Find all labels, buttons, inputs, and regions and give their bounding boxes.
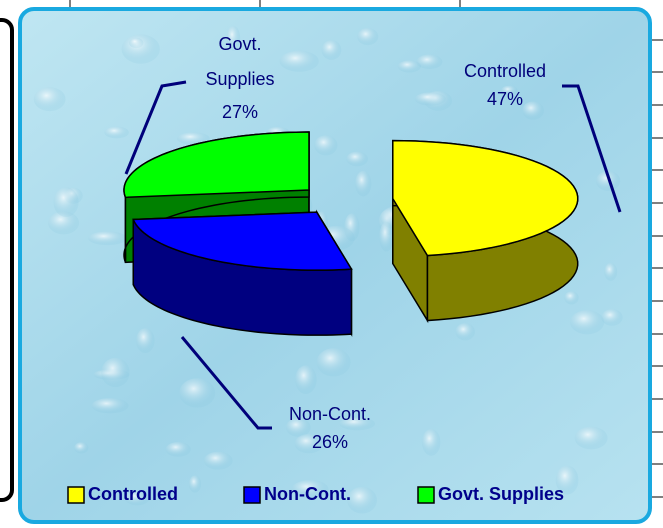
- drop: [33, 87, 66, 112]
- drop: [53, 187, 79, 218]
- slice-top: [123, 131, 310, 199]
- legend-entry: Controlled: [88, 484, 178, 504]
- drop: [346, 151, 368, 167]
- drop: [601, 309, 623, 326]
- plot-area: Controlled 47% Non-Cont. 26% Govt. Supplies 27…: [67, 34, 622, 504]
- drop: [414, 92, 446, 106]
- pie-slice: [132, 209, 353, 337]
- drop: [421, 429, 441, 456]
- drop: [124, 490, 150, 506]
- drop: [355, 170, 372, 197]
- drop: [604, 263, 618, 281]
- drop: [165, 442, 191, 457]
- drop: [279, 50, 319, 72]
- drop: [455, 323, 475, 341]
- slice-top: [132, 211, 353, 271]
- drop: [129, 37, 144, 49]
- legend-swatch: [417, 486, 435, 504]
- drop: [203, 451, 233, 470]
- data-label: Govt. Supplies: [205, 34, 274, 89]
- drop: [285, 418, 311, 437]
- legend-swatch: [67, 486, 85, 504]
- drop: [574, 426, 608, 450]
- drop: [321, 40, 342, 60]
- drop: [570, 310, 605, 335]
- slice-top: [392, 139, 579, 257]
- drop: [74, 442, 89, 454]
- drop: [522, 101, 544, 120]
- legend-entry: Govt. Supplies: [438, 484, 564, 504]
- drop: [316, 348, 351, 377]
- leader-line: [562, 84, 622, 213]
- leader-line: [180, 336, 272, 430]
- pie-slice: [392, 139, 579, 324]
- drop: [177, 132, 210, 145]
- side-frame: [0, 18, 14, 502]
- drop: [101, 357, 130, 388]
- drop: [179, 378, 216, 408]
- drop: [226, 25, 241, 51]
- drop: [379, 221, 394, 252]
- drop: [416, 54, 443, 70]
- drop: [88, 231, 127, 246]
- drop: [294, 434, 323, 454]
- data-label: Non-Cont.: [289, 404, 371, 424]
- drop: [188, 475, 202, 493]
- drop: [291, 480, 329, 499]
- data-label: Controlled: [464, 61, 546, 81]
- drop: [48, 211, 80, 235]
- drop: [357, 27, 379, 46]
- data-label: 27%: [222, 102, 258, 122]
- legend-swatch: [243, 486, 261, 504]
- drop: [501, 85, 518, 96]
- drop: [295, 365, 317, 394]
- drop: [121, 34, 160, 64]
- leader-line: [124, 80, 187, 175]
- drop: [136, 328, 155, 354]
- spreadsheet-grid: [69, 0, 663, 498]
- drop: [347, 486, 377, 514]
- drop: [314, 135, 338, 156]
- drop: [339, 417, 376, 431]
- drop: [397, 60, 422, 73]
- data-label: 47%: [487, 89, 523, 109]
- drop: [104, 126, 129, 139]
- data-label: 26%: [312, 432, 348, 452]
- drop: [91, 398, 129, 414]
- legend-entry: Non-Cont.: [264, 484, 351, 504]
- drop: [555, 465, 579, 495]
- drop: [564, 291, 579, 305]
